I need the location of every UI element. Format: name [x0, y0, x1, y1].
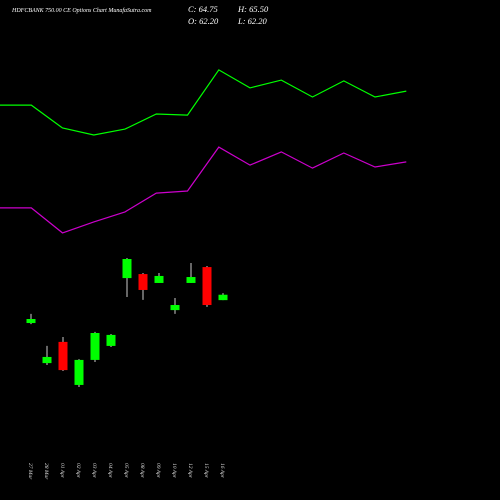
x-tick-label: 04 Apr	[107, 463, 114, 479]
candle-body	[154, 275, 164, 283]
x-tick-label: 15 Apr	[203, 463, 209, 479]
candle-body	[26, 319, 36, 324]
candle-body	[74, 359, 84, 385]
candle-body	[186, 277, 196, 283]
summary-open: O: 62.20	[188, 16, 219, 26]
x-tick-label: 10 Apr	[171, 463, 177, 479]
indicator-line	[0, 69, 407, 136]
candle-body	[42, 356, 52, 364]
summary-close: C: 64.75	[188, 4, 218, 14]
x-tick-label: 03 Apr	[91, 463, 97, 479]
candle-body	[90, 332, 100, 360]
x-tick-label: 08 Apr	[139, 463, 145, 479]
chart-title: HDFCBANK 750.00 CE Options Chart MunafaS…	[11, 7, 152, 14]
x-tick-label: 28 Mar	[43, 463, 49, 480]
x-tick-label: 09 Apr	[155, 463, 161, 479]
candle-body	[218, 294, 228, 301]
candle-body	[122, 259, 132, 279]
summary-low: L: 62.20	[237, 16, 268, 26]
summary-high: H: 65.50	[237, 4, 269, 14]
candle-body	[58, 341, 68, 371]
x-tick-label: 05 Apr	[123, 463, 129, 479]
candle-body	[202, 267, 212, 306]
x-tick-label: 12 Apr	[187, 463, 193, 479]
x-tick-label: 16 Apr	[219, 463, 225, 479]
x-tick-label: 01 Apr	[59, 463, 65, 479]
candle-body	[138, 274, 148, 290]
x-tick-label: 02 Apr	[75, 463, 81, 479]
candle-body	[106, 334, 116, 346]
indicator-line	[0, 146, 407, 234]
x-tick-label: 27 Mar	[27, 463, 33, 480]
candle-body	[170, 305, 180, 311]
